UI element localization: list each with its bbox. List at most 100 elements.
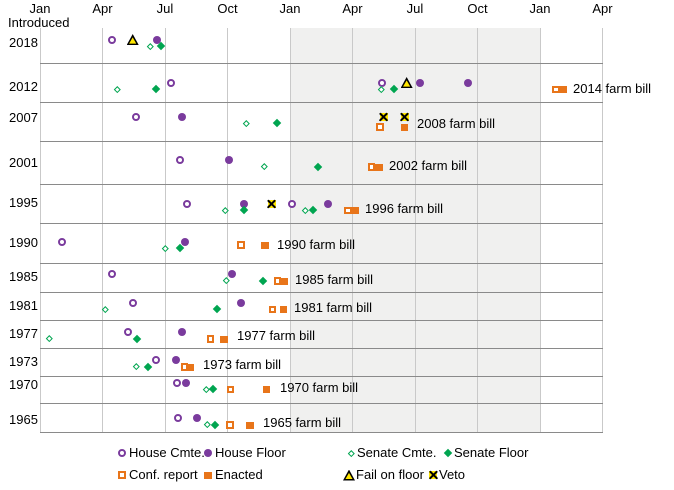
x-gridline <box>227 28 229 432</box>
house_floor-glyph <box>182 378 191 387</box>
conf-glyph <box>367 163 376 171</box>
senate_floor-glyph <box>308 205 317 215</box>
marker-senate_cmte <box>43 333 55 345</box>
y-axis-title: Introduced <box>8 15 70 30</box>
house_floor-glyph <box>240 199 249 208</box>
row-separator <box>40 348 603 349</box>
senate_cmte-glyph <box>113 85 121 93</box>
year-label-2001: 2001 <box>9 155 38 170</box>
bill-label-1985: 1985 farm bill <box>295 272 374 287</box>
marker-enacted <box>261 384 273 396</box>
veto-glyph <box>428 470 439 481</box>
marker-senate_floor <box>211 303 223 315</box>
marker-senate_floor <box>307 204 319 216</box>
marker-senate_floor <box>155 40 167 52</box>
year-label-2007: 2007 <box>9 110 38 125</box>
marker-senate_floor <box>131 333 143 345</box>
x-gridline <box>40 28 41 432</box>
marker-enacted <box>184 361 196 373</box>
row-separator <box>40 432 603 433</box>
marker-senate_cmte <box>345 447 357 459</box>
year-label-1965: 1965 <box>9 412 38 427</box>
house_cmte-glyph <box>182 199 191 208</box>
house_cmte-glyph <box>173 414 182 422</box>
legend-item-label: Conf. report <box>129 467 198 482</box>
marker-enacted <box>202 469 214 481</box>
marker-veto <box>427 469 439 481</box>
senate_floor-glyph <box>240 205 249 215</box>
marker-conf <box>271 275 283 287</box>
enacted-glyph <box>220 335 228 343</box>
marker-house_floor <box>191 412 203 424</box>
x-gridline <box>164 28 166 432</box>
legend-item-label: Senate Cmte. <box>357 445 437 460</box>
marker-house_floor <box>238 198 250 210</box>
marker-senate_floor <box>442 447 454 459</box>
marker-house_floor <box>180 377 192 389</box>
marker-house_floor <box>176 111 188 123</box>
conf-glyph <box>206 335 215 343</box>
marker-house_floor <box>226 268 238 280</box>
house_cmte-glyph <box>377 78 386 87</box>
house_floor-glyph <box>236 298 245 307</box>
marker-senate_floor <box>388 83 400 95</box>
senate_floor-glyph <box>443 448 453 458</box>
enacted-glyph <box>351 207 359 214</box>
year-label-1981: 1981 <box>9 298 38 313</box>
marker-senate_cmte <box>111 83 123 95</box>
x-tick-label: Jul <box>156 1 174 16</box>
marker-enacted <box>557 84 569 96</box>
enacted-glyph <box>261 241 269 249</box>
marker-fail <box>343 469 355 481</box>
marker-house_cmte <box>127 297 139 309</box>
fail-glyph <box>343 469 355 481</box>
marker-house_cmte <box>150 354 162 366</box>
x-gridline <box>352 28 354 432</box>
marker-conf <box>224 419 236 431</box>
conf-glyph <box>226 385 235 394</box>
marker-house_cmte <box>165 77 177 89</box>
x-tick-label: Oct <box>467 1 488 16</box>
marker-conf <box>365 161 377 173</box>
house_cmte-glyph <box>175 156 184 164</box>
x-tick-label: Jul <box>406 1 424 16</box>
x-gridline <box>289 28 291 432</box>
enacted-glyph <box>262 386 271 393</box>
marker-conf <box>116 469 128 481</box>
senate_cmte-glyph <box>46 335 53 342</box>
house_floor-glyph <box>152 35 161 44</box>
marker-house_floor <box>179 236 191 248</box>
marker-conf <box>342 205 354 217</box>
marker-senate_floor <box>207 383 219 395</box>
house_floor-glyph <box>180 237 189 246</box>
house_cmte-glyph <box>166 78 175 87</box>
fail-glyph <box>400 77 413 88</box>
x-tick-label: Jan <box>29 1 51 16</box>
marker-house_cmte <box>106 34 118 46</box>
conf-glyph <box>344 206 352 215</box>
senate_cmte-glyph <box>347 449 355 457</box>
house_cmte-glyph <box>58 237 67 246</box>
marker-enacted <box>349 205 361 217</box>
bill-label-1995: 1996 farm bill <box>365 201 444 216</box>
conf-glyph <box>376 123 384 131</box>
marker-fail <box>126 34 139 46</box>
senate_cmte-glyph <box>243 119 250 127</box>
year-label-1973: 1973 <box>9 354 38 369</box>
legend-item-label: Enacted <box>215 467 263 482</box>
marker-senate_cmte <box>241 117 253 129</box>
bill-label-2012: 2014 farm bill <box>573 81 652 96</box>
conf-glyph <box>237 241 245 249</box>
enacted-glyph <box>246 421 254 429</box>
senate_floor-glyph <box>211 420 220 429</box>
x-tick-label: Apr <box>342 1 363 16</box>
senate_floor-glyph <box>156 41 166 51</box>
marker-senate_cmte <box>219 204 231 216</box>
house_cmte-glyph <box>107 270 116 278</box>
marker-house_floor <box>176 326 188 338</box>
marker-conf <box>205 333 217 345</box>
row-separator <box>40 263 603 264</box>
senate_floor-glyph <box>209 384 218 394</box>
bill-label-1970: 1970 farm bill <box>280 380 359 395</box>
